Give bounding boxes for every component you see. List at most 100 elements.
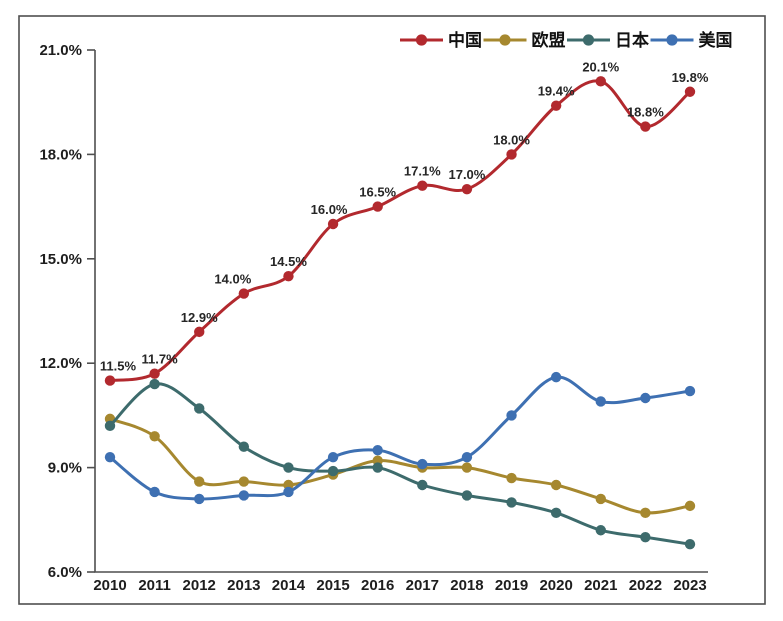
data-point-marker (238, 490, 250, 501)
x-tick-label: 2019 (495, 577, 528, 594)
point-label: 17.0% (448, 167, 485, 182)
data-point-marker (283, 271, 294, 282)
point-label: 16.0% (311, 202, 348, 217)
data-point-marker (104, 420, 116, 432)
data-point-marker (640, 392, 651, 404)
legend-label: 中国 (448, 30, 482, 50)
data-point-marker (104, 375, 116, 386)
x-tick-label: 2018 (450, 577, 483, 594)
legend-dot-marker-icon (666, 34, 678, 46)
series-中国 (104, 76, 696, 386)
legend-item-中国: 中国 (400, 30, 482, 50)
data-point-marker (461, 451, 473, 463)
data-point-marker (550, 479, 562, 491)
data-point-marker (550, 100, 562, 111)
data-point-marker (506, 472, 517, 484)
data-point-marker (104, 451, 116, 463)
x-tick-label: 2022 (629, 577, 662, 594)
legend-label: 美国 (699, 30, 733, 50)
series-美国 (104, 371, 696, 505)
data-point-marker (595, 396, 606, 407)
point-label: 19.8% (672, 70, 709, 85)
data-point-marker (684, 538, 696, 550)
data-point-marker (640, 121, 651, 132)
data-point-marker (238, 441, 250, 452)
plot-area (104, 76, 696, 550)
x-tick-label: 2013 (227, 577, 260, 594)
data-point-marker (238, 476, 250, 487)
data-point-marker (327, 218, 339, 230)
series-欧盟 (104, 413, 696, 519)
data-point-marker (684, 500, 696, 512)
x-tick-label: 2016 (361, 577, 394, 594)
point-label: 16.5% (359, 185, 396, 200)
point-label: 14.5% (270, 254, 307, 269)
legend-label: 欧盟 (532, 30, 566, 50)
data-point-marker (283, 462, 294, 473)
point-label: 12.9% (181, 310, 218, 325)
y-tick-label: 12.0% (39, 355, 82, 372)
y-tick-label: 21.0% (39, 42, 82, 59)
x-tick-label: 2023 (673, 577, 706, 594)
data-point-marker (461, 184, 473, 195)
data-point-marker (506, 410, 517, 421)
data-point-marker (372, 201, 383, 212)
data-point-marker (194, 493, 205, 505)
legend-item-美国: 美国 (650, 30, 733, 50)
data-point-marker (194, 326, 205, 338)
series-日本 (104, 378, 696, 550)
data-point-marker (461, 462, 473, 473)
x-tick-label: 2015 (316, 577, 349, 594)
point-label: 11.7% (142, 352, 179, 367)
data-point-marker (595, 493, 606, 505)
data-point-marker (283, 486, 294, 498)
x-tick-label: 2017 (406, 577, 439, 594)
axes: 6.0% 9.0% 12.0% 15.0% 18.0% 21.0% 2010 2011 2012… (39, 42, 708, 594)
point-label: 18.0% (493, 132, 530, 147)
legend-item-欧盟: 欧盟 (483, 30, 566, 50)
data-point-marker (684, 86, 696, 97)
point-label: 11.5% (100, 359, 137, 374)
data-point-marker (149, 431, 160, 442)
data-point-marker (640, 532, 651, 543)
y-tick-label: 15.0% (39, 251, 82, 268)
point-label: 18.8% (627, 105, 664, 120)
y-tick-label: 9.0% (48, 460, 82, 477)
data-point-marker (550, 507, 562, 519)
point-label: 20.1% (582, 59, 619, 74)
data-point-marker (506, 497, 517, 508)
data-point-marker (149, 486, 160, 498)
data-labels: 11.5% 11.7% 12.9% 14.0% 14.5% 16.0% 16.5% 17.1%… (100, 59, 709, 373)
data-point-marker (149, 368, 160, 379)
point-label: 19.4% (538, 84, 575, 99)
legend-dot-marker-icon (415, 34, 428, 46)
data-point-marker (684, 385, 696, 397)
legend-dot-marker-icon (582, 34, 595, 46)
y-tick-label: 18.0% (39, 146, 82, 163)
point-label: 14.0% (214, 272, 251, 287)
y-tick-label: 6.0% (48, 564, 82, 581)
data-point-marker (149, 378, 160, 390)
data-point-marker (550, 371, 562, 383)
legend: 中国 欧盟 日本 美国 (400, 30, 733, 50)
data-point-marker (372, 445, 383, 456)
data-point-marker (238, 288, 250, 299)
legend-item-日本: 日本 (567, 30, 649, 50)
data-point-marker (640, 507, 651, 519)
x-tick-label: 2014 (272, 577, 306, 594)
point-label: 17.1% (404, 164, 441, 179)
data-point-marker (417, 458, 428, 470)
chart-border (18, 15, 766, 605)
x-tick-label: 2011 (138, 577, 171, 594)
legend-label: 日本 (615, 30, 649, 50)
x-tick-label: 2021 (584, 577, 617, 594)
data-point-marker (194, 476, 205, 487)
data-point-marker (327, 451, 339, 463)
data-point-marker (417, 180, 428, 191)
data-point-marker (417, 479, 428, 491)
data-point-marker (461, 490, 473, 501)
x-tick-label: 2012 (183, 577, 216, 594)
data-point-marker (194, 403, 205, 414)
